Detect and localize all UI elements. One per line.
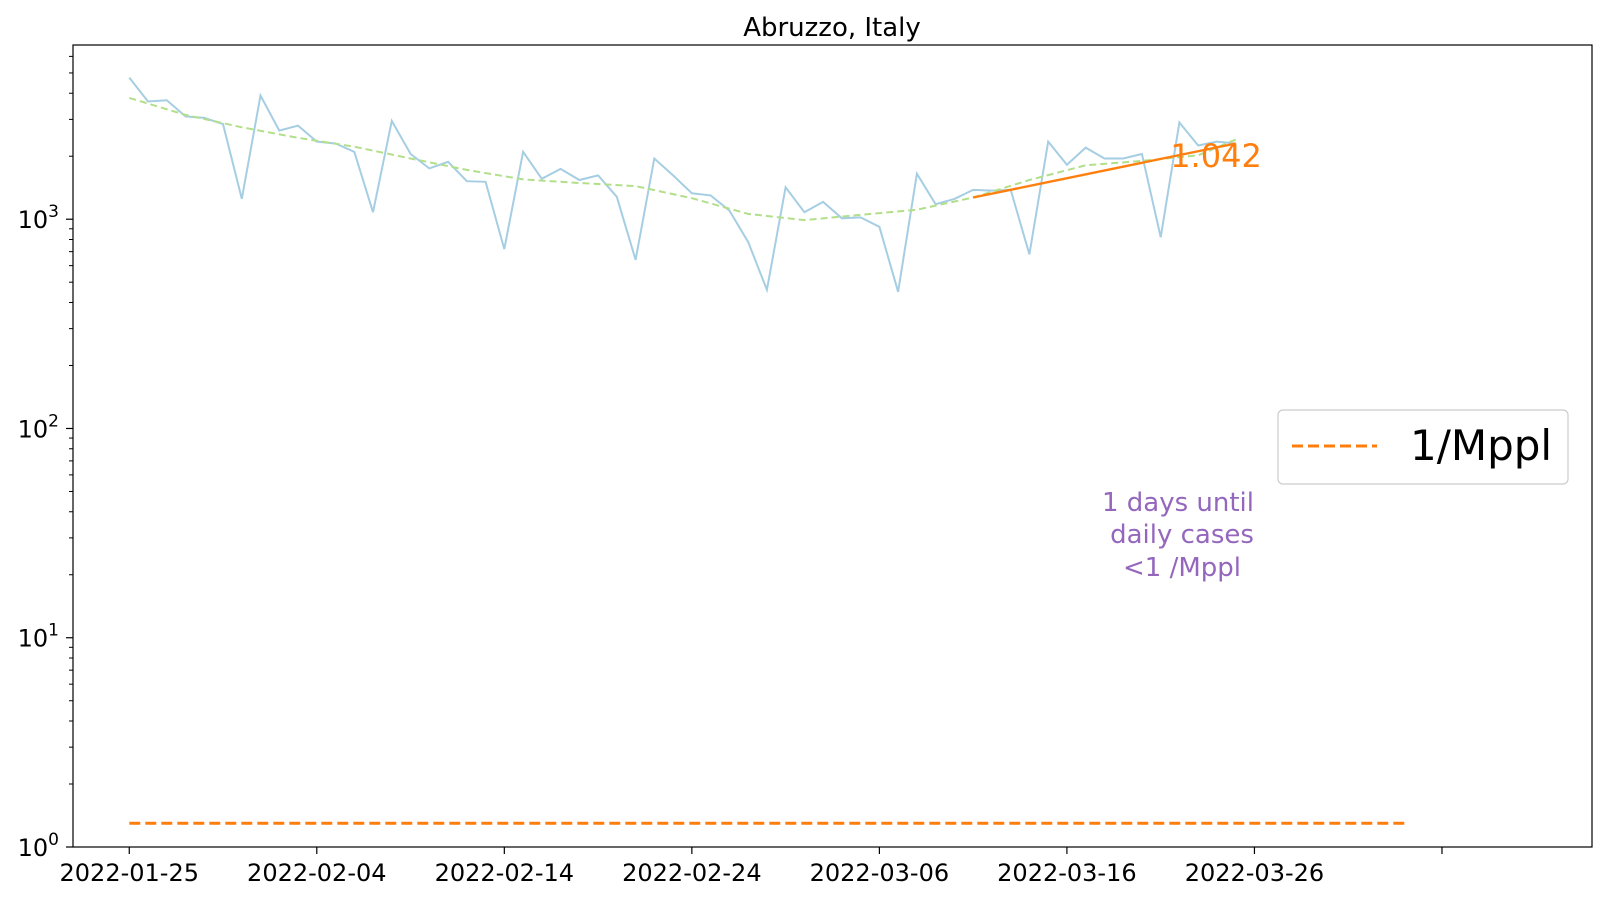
y-tick-label: 101 xyxy=(18,621,59,653)
growth-rate-label: 1.042 xyxy=(1170,137,1262,175)
note-line-3: <1 /Mppl xyxy=(1123,553,1241,583)
x-tick-label: 2022-02-24 xyxy=(622,859,761,887)
legend-box xyxy=(1277,409,1569,485)
x-tick-label: 2022-03-26 xyxy=(1185,859,1324,887)
x-tick-label: 2022-02-04 xyxy=(247,859,386,887)
x-tick-label: 2022-01-25 xyxy=(60,859,199,887)
plot-frame xyxy=(72,44,1593,848)
x-tick-label: 2022-03-06 xyxy=(810,859,949,887)
y-tick-label: 103 xyxy=(18,202,59,234)
x-tick-label: 2022-03-16 xyxy=(997,859,1136,887)
days-until-note: 1 days until daily cases <1 /Mppl xyxy=(1102,488,1254,583)
growth-fit-line xyxy=(972,142,1236,199)
legend-label-1mppl: 1/Mppl xyxy=(1410,421,1552,470)
daily-cases-line xyxy=(128,76,1236,294)
chart-title: Abruzzo, Italy xyxy=(743,13,921,43)
smoothed-trend-line xyxy=(129,96,1237,222)
x-tick-label: 2022-02-14 xyxy=(435,859,574,887)
y-tick-label: 100 xyxy=(18,830,59,862)
legend: 1/Mppl xyxy=(1277,409,1569,485)
y-tick-label: 102 xyxy=(18,411,59,443)
note-line-1: 1 days until xyxy=(1102,488,1254,518)
axes-layer: 2022-01-25 2022-02-04 2022-02-14 2022-02-24… xyxy=(18,55,1443,887)
note-line-2: daily cases xyxy=(1110,520,1254,550)
series-layer xyxy=(128,76,1405,825)
